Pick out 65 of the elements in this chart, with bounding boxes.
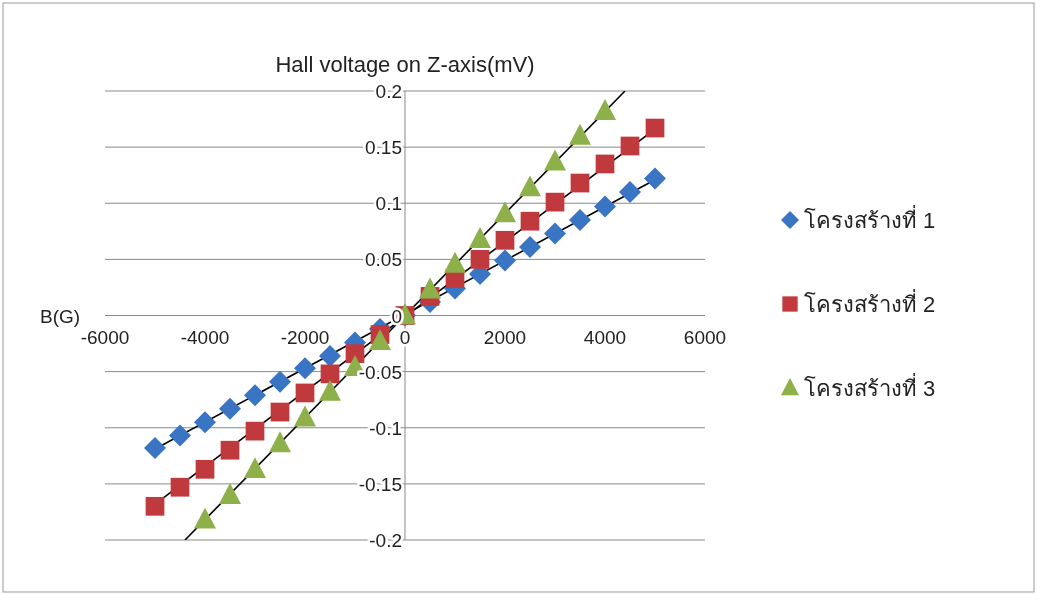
point [369, 329, 391, 351]
y-tick-label: -0.05 [358, 361, 402, 383]
point [194, 411, 216, 434]
point [495, 230, 515, 250]
point [320, 364, 340, 384]
point [244, 457, 266, 479]
point [519, 175, 541, 197]
point [644, 167, 666, 190]
point [469, 227, 491, 248]
x-tick-label: 4000 [583, 326, 627, 348]
legend-label: โครงสร้างที่ 3 [804, 373, 936, 401]
point [620, 136, 640, 156]
x-tick-label: 2000 [483, 326, 527, 348]
point [494, 201, 516, 223]
point [295, 383, 315, 403]
y-tick-label: -0.1 [369, 417, 402, 439]
y-tick-label: 0.15 [365, 137, 402, 159]
point [570, 173, 590, 193]
point [645, 118, 665, 138]
x-axis-title: B(G) [40, 305, 81, 327]
point [619, 181, 641, 204]
point [569, 123, 591, 145]
point [219, 397, 241, 420]
point [419, 277, 441, 299]
point [269, 370, 291, 393]
chart-title: Hall voltage on Z-axis(mV) [275, 52, 535, 77]
point [219, 483, 241, 504]
point [595, 154, 615, 174]
point [145, 496, 165, 516]
point [294, 357, 316, 380]
y-tick-label: 0.2 [375, 81, 402, 102]
point [194, 507, 216, 529]
y-tick-label: 0.05 [365, 249, 402, 271]
x-tick-label: -4000 [180, 326, 230, 348]
point [269, 431, 291, 453]
point [220, 440, 240, 460]
point [244, 384, 266, 407]
point [594, 99, 616, 120]
legend-label: โครงสร้างที่ 1 [804, 205, 936, 233]
y-tick-label: 0.1 [375, 193, 402, 215]
x-tick-label: -6000 [80, 326, 130, 348]
y-tick-label: -0.2 [369, 530, 402, 551]
legend-label: โครงสร้างที่ 2 [804, 289, 936, 317]
point [519, 236, 541, 259]
point [569, 209, 591, 232]
point [270, 402, 290, 422]
point [544, 149, 566, 171]
point [144, 436, 166, 459]
point [545, 192, 565, 212]
point [169, 424, 191, 447]
x-tick-label: 6000 [683, 326, 727, 348]
point [470, 250, 490, 269]
x-tick-label: -2000 [280, 326, 330, 348]
point [444, 251, 466, 273]
point [195, 459, 215, 479]
y-tick-label: -0.15 [358, 473, 402, 495]
point [520, 211, 540, 231]
point [594, 195, 616, 218]
point [319, 379, 341, 401]
point [294, 405, 316, 427]
point [170, 477, 190, 497]
point [319, 344, 341, 367]
point [494, 249, 516, 272]
point [245, 421, 265, 441]
point [544, 222, 566, 245]
